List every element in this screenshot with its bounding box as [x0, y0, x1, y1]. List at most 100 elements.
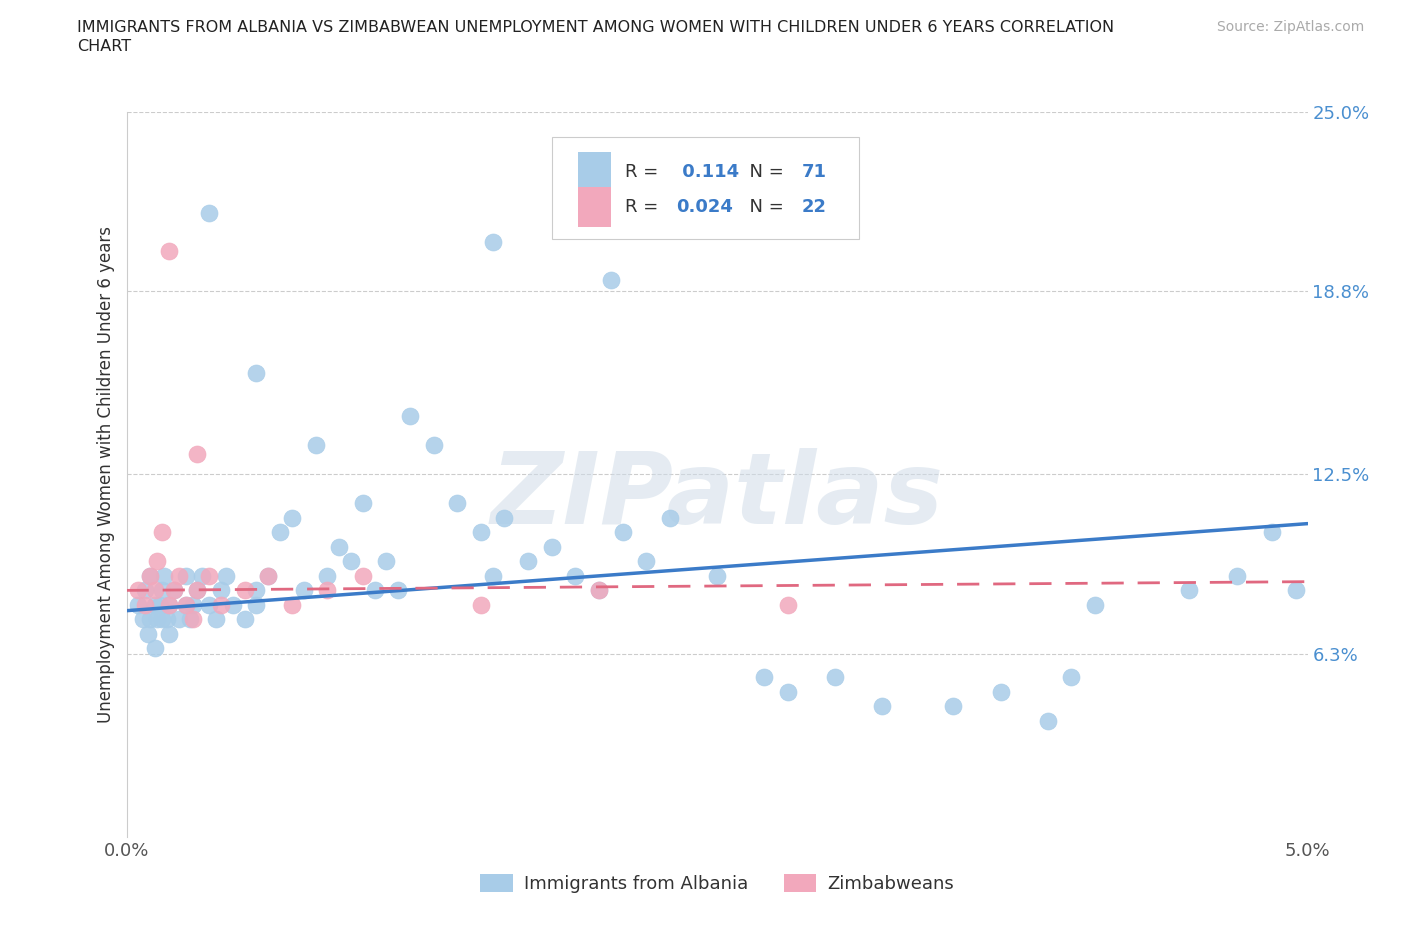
Point [163, 583, 186, 598]
Point [186, 583, 208, 598]
Point [136, 627, 159, 642]
Point [186, 583, 208, 598]
Point [540, 539, 562, 554]
Point [316, 583, 339, 598]
Point [143, 583, 166, 598]
Point [481, 234, 503, 249]
Point [316, 568, 339, 583]
Point [174, 597, 197, 612]
Text: Source: ZipAtlas.com: Source: ZipAtlas.com [1216, 20, 1364, 34]
Point [150, 583, 173, 598]
Point [340, 554, 363, 569]
Point [363, 583, 385, 598]
Point [1178, 583, 1201, 598]
Point [422, 438, 444, 453]
Point [174, 568, 197, 583]
Point [387, 583, 409, 598]
Point [612, 525, 634, 539]
Point [215, 568, 238, 583]
Point [167, 612, 190, 627]
Point [157, 244, 180, 259]
Point [153, 568, 176, 583]
Point [157, 597, 180, 612]
Point [233, 612, 256, 627]
Point [494, 511, 516, 525]
Point [143, 597, 166, 612]
Point [990, 684, 1012, 699]
Point [754, 670, 776, 684]
Point [205, 612, 228, 627]
Point [328, 539, 350, 554]
Text: N =: N = [738, 198, 790, 216]
Point [139, 568, 162, 583]
Text: IMMIGRANTS FROM ALBANIA VS ZIMBABWEAN UNEMPLOYMENT AMONG WOMEN WITH CHILDREN UND: IMMIGRANTS FROM ALBANIA VS ZIMBABWEAN UN… [77, 20, 1115, 35]
Point [139, 612, 162, 627]
Point [132, 612, 155, 627]
Point [1036, 713, 1059, 728]
Text: 22: 22 [801, 198, 827, 216]
Text: 71: 71 [801, 163, 827, 181]
Point [156, 612, 179, 627]
Point [149, 597, 172, 612]
Point [150, 525, 173, 539]
Point [198, 206, 221, 220]
Point [198, 597, 221, 612]
Point [179, 612, 201, 627]
Text: 0.114: 0.114 [676, 163, 738, 181]
Point [824, 670, 846, 684]
Point [517, 554, 540, 569]
FancyBboxPatch shape [578, 187, 610, 227]
Point [245, 365, 267, 380]
Point [776, 684, 799, 699]
FancyBboxPatch shape [578, 153, 610, 193]
Point [588, 583, 610, 598]
Point [127, 597, 149, 612]
Point [446, 496, 468, 511]
Text: ZIPatlas: ZIPatlas [491, 447, 943, 545]
FancyBboxPatch shape [551, 137, 859, 239]
Text: CHART: CHART [77, 39, 131, 54]
Point [181, 612, 204, 627]
Point [167, 568, 190, 583]
Point [1261, 525, 1284, 539]
Point [269, 525, 291, 539]
Point [191, 568, 214, 583]
Point [706, 568, 728, 583]
Point [658, 511, 681, 525]
Point [139, 568, 162, 583]
Point [143, 641, 166, 656]
Point [352, 568, 374, 583]
Point [399, 409, 422, 424]
Point [599, 272, 621, 287]
Point [292, 583, 315, 598]
Text: R =: R = [624, 198, 664, 216]
Point [1226, 568, 1249, 583]
Point [257, 568, 280, 583]
Point [245, 583, 267, 598]
Point [470, 525, 492, 539]
Text: N =: N = [738, 163, 790, 181]
Point [127, 583, 149, 598]
Point [181, 597, 204, 612]
Point [1060, 670, 1083, 684]
Point [146, 554, 169, 569]
Legend: Immigrants from Albania, Zimbabweans: Immigrants from Albania, Zimbabweans [472, 867, 962, 900]
Point [942, 699, 965, 714]
Point [636, 554, 658, 569]
Point [222, 597, 245, 612]
Point [209, 597, 232, 612]
Point [157, 627, 180, 642]
Point [281, 597, 304, 612]
Point [134, 583, 156, 598]
Point [245, 597, 267, 612]
Point [375, 554, 398, 569]
Point [481, 568, 503, 583]
Point [186, 446, 208, 461]
Point [564, 568, 586, 583]
Point [352, 496, 374, 511]
Point [872, 699, 894, 714]
Point [134, 597, 156, 612]
Point [163, 583, 186, 598]
Y-axis label: Unemployment Among Women with Children Under 6 years: Unemployment Among Women with Children U… [97, 226, 115, 723]
Point [588, 583, 610, 598]
